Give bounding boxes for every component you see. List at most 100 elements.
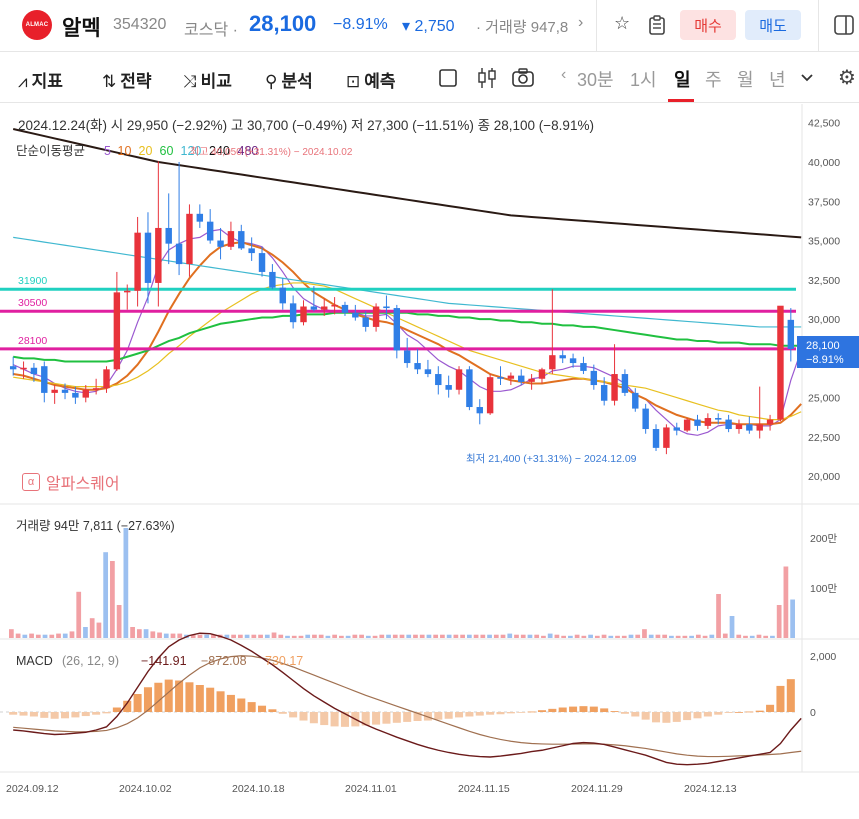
volume-bar bbox=[621, 635, 627, 638]
macd-hist-bar bbox=[672, 712, 681, 722]
macd-hist-bar bbox=[537, 710, 546, 712]
period-30min[interactable]: 30분 bbox=[577, 70, 614, 90]
volume-bar bbox=[103, 552, 109, 638]
volume-bars bbox=[9, 528, 795, 638]
candle-body bbox=[41, 366, 48, 393]
period-day[interactable]: 일 bbox=[674, 70, 691, 90]
last-price: 28,100 bbox=[806, 340, 840, 352]
volume-bar bbox=[615, 635, 620, 638]
date-axis-tick: 2024.09.12 bbox=[6, 783, 59, 795]
period-1hour[interactable]: 1시 bbox=[630, 70, 657, 90]
volume-bar bbox=[130, 627, 135, 638]
price-axis-tick: 20,000 bbox=[808, 471, 840, 483]
ma-legend-item: 60 bbox=[160, 144, 174, 158]
volume-bar bbox=[170, 633, 176, 638]
macd-panel bbox=[0, 632, 802, 766]
period-week[interactable]: 주 bbox=[705, 70, 722, 90]
volume-bar bbox=[527, 634, 533, 638]
star-icon[interactable]: ☆ bbox=[614, 13, 631, 33]
compare-button[interactable]: ⤨ 비교 bbox=[183, 72, 232, 91]
volume-bar bbox=[594, 635, 600, 638]
chevron-left-icon[interactable]: ‹ bbox=[561, 66, 567, 83]
volume-bar bbox=[480, 634, 486, 638]
gear-icon[interactable]: ⚙ bbox=[838, 67, 856, 89]
chevron-right-icon[interactable]: › bbox=[578, 14, 584, 31]
volume-bar bbox=[743, 635, 748, 638]
candle-body bbox=[787, 319, 795, 349]
macd-hist-bar bbox=[175, 680, 184, 712]
change-amount: ▾ 2,750 bbox=[402, 18, 455, 35]
alpha-square-link[interactable]: α 알파스퀘어 bbox=[22, 470, 120, 494]
candle-body bbox=[694, 419, 701, 426]
active-period-indicator bbox=[668, 99, 694, 102]
sell-button[interactable]: 매도 bbox=[745, 10, 801, 40]
macd-hist-bar bbox=[247, 702, 256, 712]
volume-bar bbox=[372, 635, 378, 638]
volume-bar bbox=[204, 634, 210, 638]
price-axis-tick: 25,000 bbox=[808, 393, 840, 405]
volume-bar bbox=[136, 629, 142, 638]
volume-bar bbox=[581, 635, 587, 638]
clipboard-icon[interactable] bbox=[648, 15, 666, 35]
ai-chip-icon: ⊡ bbox=[346, 72, 361, 91]
macd-hist-bar bbox=[40, 712, 49, 718]
volume-bar bbox=[325, 635, 331, 638]
price-axis: 42,50040,00037,50035,00032,50030,00027,5… bbox=[808, 118, 840, 483]
macd-hist-bar bbox=[372, 712, 381, 725]
volume-bar bbox=[682, 635, 688, 638]
candle-body bbox=[735, 424, 743, 430]
candle-body bbox=[30, 367, 38, 375]
volume-bar bbox=[695, 634, 701, 638]
volume-bar bbox=[29, 633, 34, 638]
macd-hist-bar bbox=[258, 705, 267, 712]
macd-hist-bar bbox=[455, 712, 464, 718]
buy-button[interactable]: 매수 bbox=[680, 10, 736, 40]
period-year[interactable]: 년 bbox=[769, 70, 786, 90]
volume-bar bbox=[123, 528, 129, 638]
ma-legend-item: 240 bbox=[209, 144, 230, 158]
volume-bar bbox=[709, 634, 715, 638]
panel-toggle-icon[interactable] bbox=[834, 15, 854, 35]
volume-bar bbox=[42, 634, 48, 638]
macd-hist-bar bbox=[361, 712, 370, 726]
predict-button[interactable]: ⊡ 예측 bbox=[346, 72, 396, 91]
indicator-button[interactable]: ⩘ 지표 bbox=[18, 72, 63, 91]
chevron-down-icon[interactable] bbox=[800, 73, 814, 83]
macd-hist-bar bbox=[714, 712, 723, 715]
last-price-tag bbox=[797, 336, 859, 368]
macd-hist-bar bbox=[237, 698, 246, 712]
candle-body bbox=[507, 375, 515, 379]
candle-body bbox=[383, 306, 390, 309]
square-icon[interactable] bbox=[438, 68, 458, 88]
candle-body bbox=[435, 374, 442, 386]
date-axis-tick: 2024.11.29 bbox=[571, 783, 623, 795]
volume-bar bbox=[736, 634, 742, 638]
camera-icon[interactable] bbox=[512, 68, 534, 88]
candlestick-icon[interactable] bbox=[476, 66, 498, 90]
period-month[interactable]: 월 bbox=[737, 70, 754, 90]
max-note: 최고 40,050 (+31.31%) − 2024.10.02 bbox=[190, 146, 353, 158]
chart-area[interactable]: 31900 30500 28100 42,500 40,000 37,500 35,000… bbox=[0, 104, 859, 814]
volume-bar bbox=[453, 634, 459, 638]
volume-bar bbox=[264, 634, 270, 638]
candle-body bbox=[652, 429, 660, 448]
analysis-button[interactable]: ⚲ 분석 bbox=[265, 72, 313, 91]
volume-axis-tick: 200만 bbox=[810, 533, 838, 545]
macd-hist-bar bbox=[506, 712, 515, 714]
macd-hist-bar bbox=[143, 687, 152, 712]
ma240-line bbox=[12, 128, 802, 239]
volume-bar bbox=[783, 566, 789, 638]
volume-bar bbox=[258, 634, 263, 638]
candle-body bbox=[414, 363, 421, 370]
volume-bar bbox=[392, 634, 398, 638]
ma-legend-item: 20 bbox=[139, 144, 153, 158]
ma-legend-item: 480 bbox=[238, 144, 259, 158]
volume-bar bbox=[163, 633, 169, 638]
strategy-button[interactable]: ⇅ 전략 bbox=[102, 72, 152, 91]
price-chart[interactable]: 31900 30500 28100 42,500 40,000 37,500 35,000… bbox=[0, 104, 859, 814]
macd-label: MACD bbox=[16, 654, 53, 668]
candle-body bbox=[165, 227, 172, 244]
macd-hist-bar bbox=[185, 682, 194, 712]
hline-label: 28100 bbox=[18, 335, 47, 347]
date-axis-tick: 2024.11.01 bbox=[345, 783, 397, 795]
